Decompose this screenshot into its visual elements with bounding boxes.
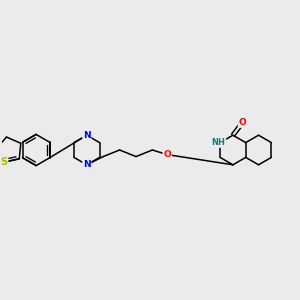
Text: N: N bbox=[83, 160, 91, 169]
Text: S: S bbox=[1, 157, 7, 167]
Text: NH: NH bbox=[212, 138, 226, 147]
Text: N: N bbox=[83, 131, 91, 140]
Text: O: O bbox=[163, 150, 171, 159]
Text: O: O bbox=[238, 118, 246, 127]
